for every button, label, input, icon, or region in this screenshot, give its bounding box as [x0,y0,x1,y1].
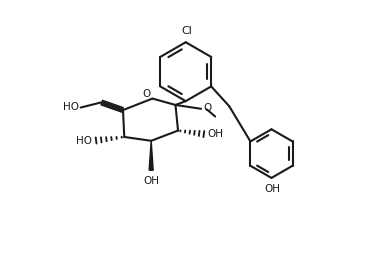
Text: O: O [143,89,151,99]
Text: Cl: Cl [181,26,193,36]
Text: OH: OH [265,184,281,194]
Polygon shape [149,141,153,170]
Text: HO: HO [76,135,92,146]
Text: HO: HO [64,102,80,112]
Text: OH: OH [144,176,160,186]
Text: O: O [203,103,211,113]
Text: OH: OH [208,129,224,139]
